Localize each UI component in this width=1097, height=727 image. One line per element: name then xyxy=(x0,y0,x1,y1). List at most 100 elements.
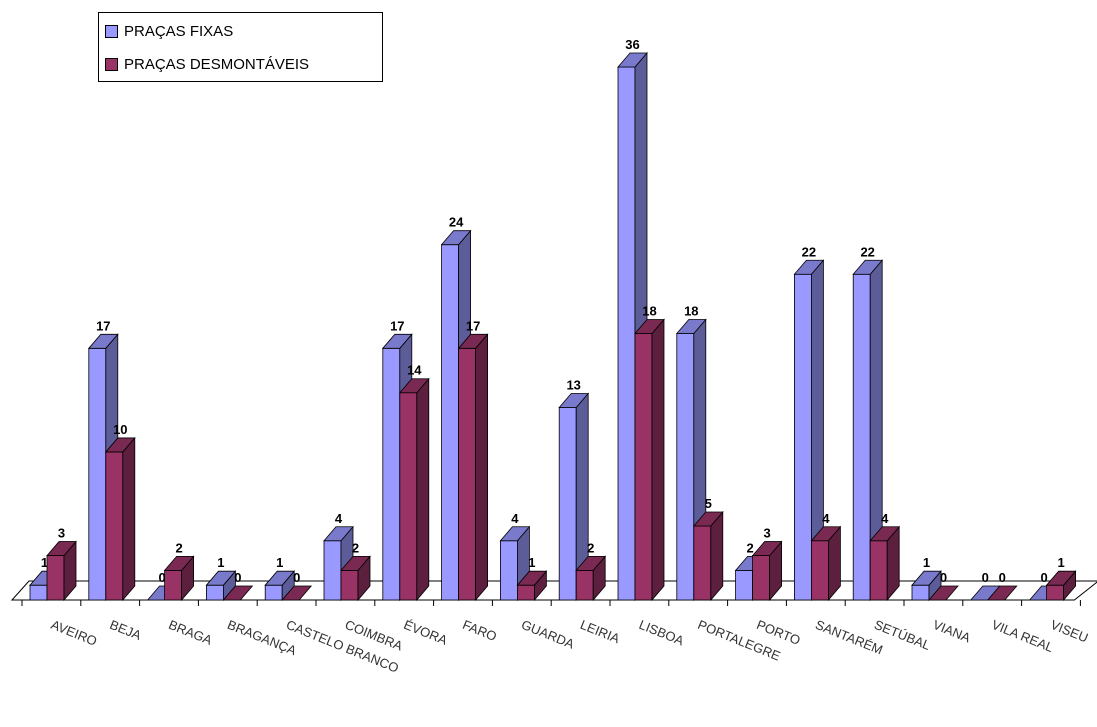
x-tick-label-lisboa: LISBOA xyxy=(637,617,686,649)
legend: PRAÇAS FIXAS PRAÇAS DESMONTÁVEIS xyxy=(98,12,383,82)
data-label-pracas-desmontaveis-lisboa: 18 xyxy=(642,304,656,319)
bar-top-pracas-fixas-faro xyxy=(440,230,472,246)
bar-front-pracas-fixas-evora xyxy=(382,347,401,601)
bar-front-pracas-fixas-portalegre xyxy=(676,333,695,601)
legend-item-pracas-fixas: PRAÇAS FIXAS xyxy=(105,23,233,40)
bar-top-pracas-desmontaveis-portalegre xyxy=(692,511,724,527)
bar-front-pracas-desmontaveis-evora xyxy=(399,392,418,601)
bar-top-pracas-desmontaveis-guarda xyxy=(516,570,548,586)
data-label-pracas-desmontaveis-aveiro: 3 xyxy=(58,526,65,541)
bar-top-pracas-fixas-castelo-branco xyxy=(264,570,296,586)
bar-front-pracas-desmontaveis-faro xyxy=(458,347,477,601)
data-label-pracas-fixas-coimbra: 4 xyxy=(335,511,343,526)
data-label-pracas-desmontaveis-viana: 0 xyxy=(940,570,947,585)
bar-top-pracas-desmontaveis-vila-real xyxy=(986,585,1018,601)
bar-top-pracas-fixas-santarem xyxy=(793,259,825,275)
bar-front-pracas-fixas-viana xyxy=(911,584,930,601)
bar-top-pracas-fixas-coimbra xyxy=(323,526,354,542)
bar-front-pracas-fixas-castelo-branco xyxy=(264,584,283,601)
data-label-pracas-fixas-faro: 24 xyxy=(449,215,464,230)
data-label-pracas-fixas-braganca: 1 xyxy=(217,555,224,570)
data-label-pracas-desmontaveis-setubal: 4 xyxy=(881,511,889,526)
data-label-pracas-desmontaveis-porto: 3 xyxy=(763,526,770,541)
x-tick-label-aveiro: AVEIRO xyxy=(49,617,99,649)
bar-top-pracas-fixas-evora xyxy=(381,333,413,349)
data-label-pracas-desmontaveis-viseu: 1 xyxy=(1057,555,1064,570)
data-label-pracas-fixas-setubal: 22 xyxy=(860,244,874,259)
data-label-pracas-desmontaveis-guarda: 1 xyxy=(528,555,535,570)
bar-top-pracas-desmontaveis-santarem xyxy=(810,526,842,542)
data-label-pracas-desmontaveis-braga: 2 xyxy=(175,540,182,555)
bar-front-pracas-fixas-beja xyxy=(88,347,107,601)
data-label-pracas-desmontaveis-portalegre: 5 xyxy=(705,496,712,511)
data-label-pracas-fixas-viseu: 0 xyxy=(1040,570,1047,585)
data-label-pracas-desmontaveis-braganca: 0 xyxy=(234,570,241,585)
data-label-pracas-fixas-evora: 17 xyxy=(390,318,404,333)
bar-top-pracas-fixas-guarda xyxy=(499,526,531,542)
data-label-pracas-fixas-portalegre: 18 xyxy=(684,304,698,319)
bar-front-pracas-fixas-porto xyxy=(735,569,753,601)
data-label-pracas-desmontaveis-coimbra: 2 xyxy=(352,540,359,555)
bar-front-pracas-desmontaveis-lisboa xyxy=(634,333,653,601)
bar-side-pracas-desmontaveis-lisboa xyxy=(651,318,665,602)
bar-top-pracas-fixas-leiria xyxy=(558,393,590,408)
bar-side-pracas-desmontaveis-evora xyxy=(416,377,430,602)
data-label-pracas-desmontaveis-castelo-branco: 0 xyxy=(293,570,300,585)
data-label-pracas-fixas-beja: 17 xyxy=(96,318,110,333)
data-label-pracas-fixas-porto: 2 xyxy=(746,540,753,555)
bar-top-pracas-desmontaveis-faro xyxy=(457,333,489,349)
data-label-pracas-fixas-aveiro: 1 xyxy=(41,555,48,570)
legend-item-pracas-desmontaveis: PRAÇAS DESMONTÁVEIS xyxy=(105,56,309,73)
data-label-pracas-desmontaveis-santarem: 4 xyxy=(822,511,830,526)
bar-front-pracas-desmontaveis-leiria xyxy=(575,569,594,601)
bar-top-pracas-desmontaveis-beja xyxy=(104,437,136,453)
data-label-pracas-desmontaveis-beja: 10 xyxy=(113,422,127,437)
x-tick-label-vila-real: VILA REAL xyxy=(990,617,1056,655)
bar-top-pracas-desmontaveis-viana xyxy=(928,585,959,601)
bar-top-pracas-fixas-beja xyxy=(87,333,119,349)
bar-front-pracas-fixas-santarem xyxy=(794,273,812,601)
bar-side-pracas-desmontaveis-beja xyxy=(122,436,136,602)
bar-top-pracas-desmontaveis-castelo-branco xyxy=(281,585,313,601)
bar-front-pracas-desmontaveis-coimbra xyxy=(340,569,359,601)
data-label-pracas-desmontaveis-evora: 14 xyxy=(407,363,422,378)
bar-side-pracas-desmontaveis-faro xyxy=(475,333,489,602)
data-label-pracas-fixas-lisboa: 36 xyxy=(625,37,639,52)
data-label-pracas-desmontaveis-faro: 17 xyxy=(466,318,480,333)
bar-front-pracas-fixas-lisboa xyxy=(617,66,636,601)
bar-top-pracas-desmontaveis-aveiro xyxy=(46,541,77,556)
x-tick-label-beja: BEJA xyxy=(108,617,144,643)
bar-front-pracas-desmontaveis-aveiro xyxy=(46,555,65,601)
bar-front-pracas-fixas-guarda xyxy=(499,540,518,601)
bar-front-pracas-fixas-coimbra xyxy=(323,540,342,601)
x-tick-label-guarda: GUARDA xyxy=(519,617,576,652)
bar-top-pracas-desmontaveis-coimbra xyxy=(340,555,371,571)
bar-front-pracas-fixas-setubal xyxy=(852,273,871,601)
data-label-pracas-fixas-leiria: 13 xyxy=(566,378,580,393)
data-label-pracas-desmontaveis-vila-real: 0 xyxy=(999,570,1006,585)
legend-swatch-pracas-fixas xyxy=(105,25,118,38)
bar-top-pracas-desmontaveis-evora xyxy=(398,378,430,394)
bar-front-pracas-desmontaveis-guarda xyxy=(517,584,535,601)
x-tick-label-evora: ÉVORA xyxy=(402,617,450,648)
bar-top-pracas-desmontaveis-porto xyxy=(751,541,783,556)
bar-front-pracas-fixas-braganca xyxy=(205,584,224,601)
bar-side-pracas-desmontaveis-portalegre xyxy=(710,510,724,602)
bar-top-pracas-desmontaveis-leiria xyxy=(575,555,607,571)
bar-front-pracas-desmontaveis-santarem xyxy=(811,540,829,601)
bar-front-pracas-desmontaveis-porto xyxy=(752,555,770,601)
legend-swatch-pracas-desmontaveis xyxy=(105,58,118,71)
data-label-pracas-fixas-castelo-branco: 1 xyxy=(276,555,283,570)
bar-top-pracas-fixas-portalegre xyxy=(675,319,707,334)
data-label-pracas-fixas-guarda: 4 xyxy=(511,511,519,526)
bar-front-pracas-desmontaveis-portalegre xyxy=(693,525,712,601)
legend-label-pracas-desmontaveis: PRAÇAS DESMONTÁVEIS xyxy=(124,56,310,73)
bar-top-pracas-desmontaveis-braga xyxy=(163,555,195,571)
bar-top-pracas-fixas-viana xyxy=(911,570,942,586)
bar-top-pracas-desmontaveis-braganca xyxy=(222,585,254,601)
x-tick-label-viana: VIANA xyxy=(931,617,973,646)
data-label-pracas-fixas-vila-real: 0 xyxy=(982,570,989,585)
x-tick-label-faro: FARO xyxy=(460,617,498,644)
bar-front-pracas-desmontaveis-setubal xyxy=(869,540,888,601)
